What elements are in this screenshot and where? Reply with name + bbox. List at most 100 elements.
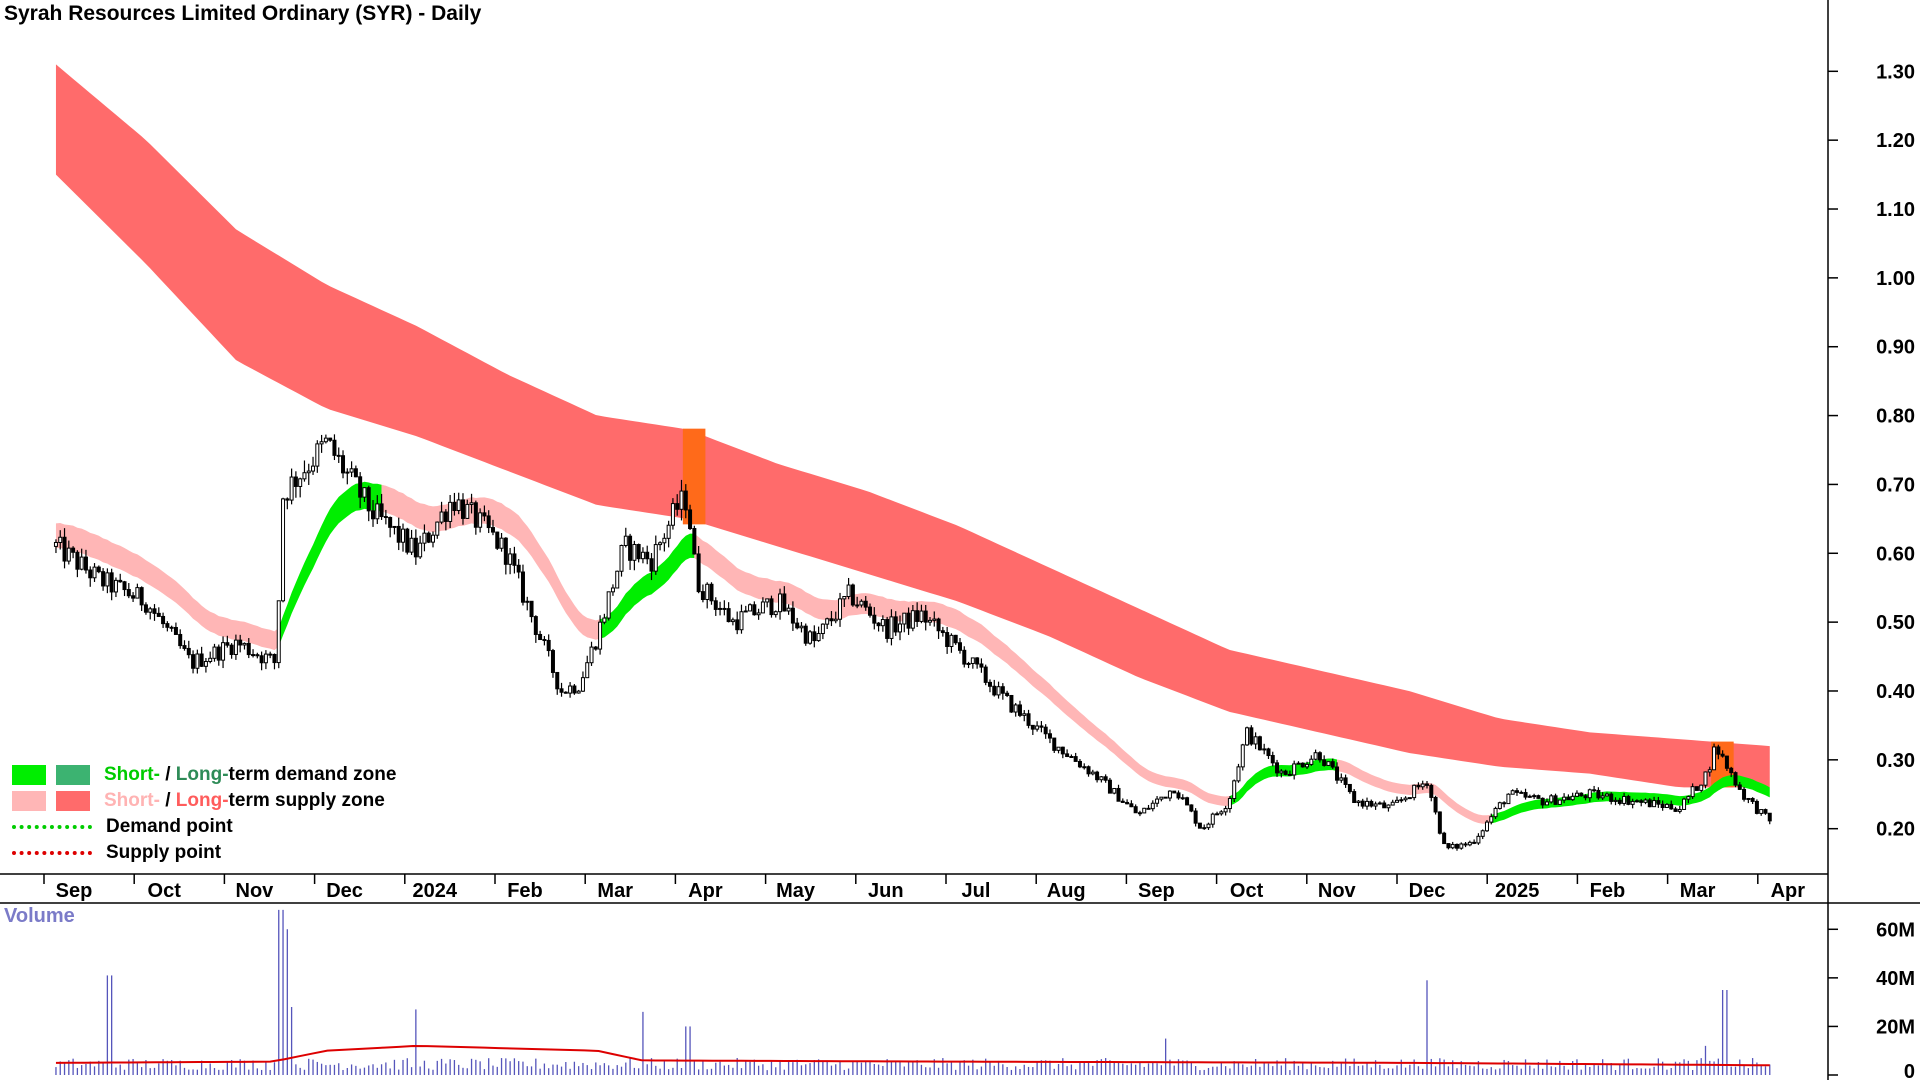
candle-body [58, 536, 63, 543]
candle [1416, 782, 1421, 790]
candle [426, 531, 431, 544]
candle-body [550, 650, 555, 673]
candle [1536, 794, 1541, 799]
candle-body [516, 564, 521, 573]
candle [486, 510, 491, 534]
candle [1347, 783, 1352, 794]
candle-body [632, 544, 637, 561]
candle-body [1039, 725, 1044, 728]
candle [169, 625, 174, 632]
candle [825, 617, 830, 630]
candle-body [1506, 793, 1511, 805]
candle [191, 650, 196, 674]
candle [615, 570, 620, 589]
candle-body [1613, 799, 1618, 802]
candle-body [559, 688, 564, 693]
candle-body [898, 623, 903, 633]
candle [945, 627, 950, 654]
candle [383, 509, 388, 525]
candle [1146, 804, 1151, 810]
time-tick-label: Jun [868, 880, 904, 902]
candle-body [850, 584, 855, 606]
candle [1369, 799, 1374, 808]
candle-body [148, 608, 153, 613]
candle [1390, 799, 1395, 806]
candle-body [1202, 827, 1207, 830]
candle [1703, 771, 1708, 789]
candle-body [1395, 799, 1400, 803]
candle [242, 642, 247, 650]
candle-body [555, 671, 560, 690]
candle-body [623, 535, 628, 546]
candle-body [71, 547, 76, 553]
candle [940, 626, 945, 637]
candle-body [126, 589, 131, 597]
candle [1592, 785, 1597, 793]
candle-body [1412, 784, 1417, 799]
candle [1283, 769, 1288, 776]
candle [182, 640, 187, 651]
volume-average-line [55, 1045, 1770, 1067]
candle [1202, 824, 1207, 830]
candle [1386, 804, 1391, 812]
candle-body [105, 572, 110, 587]
candle [401, 523, 406, 552]
candle [1643, 798, 1648, 805]
candle-body [92, 566, 97, 579]
candle [1476, 833, 1481, 845]
candle [1030, 724, 1035, 735]
candle [345, 468, 350, 485]
candle [1613, 797, 1618, 806]
candle-body [812, 631, 817, 642]
candle [975, 657, 980, 669]
volume-label: Volume [4, 905, 75, 927]
candle [1562, 793, 1567, 804]
candle-body [1339, 777, 1344, 781]
candle-body [1322, 759, 1327, 766]
candle [375, 495, 380, 525]
candle-body [1116, 787, 1121, 802]
candle [225, 635, 230, 648]
candle-body [349, 468, 354, 473]
candle [653, 535, 658, 575]
candle [1724, 755, 1729, 771]
candle-body [975, 657, 980, 665]
candle [516, 559, 521, 579]
candle-body [1527, 795, 1532, 798]
candle [435, 521, 440, 539]
candle-body [709, 583, 714, 602]
candle-body [1279, 770, 1284, 774]
candle-body [919, 610, 924, 622]
candle-body [113, 579, 118, 593]
candle-body [799, 625, 804, 629]
candle [332, 434, 337, 461]
candle-body [79, 556, 84, 570]
candle-body [259, 655, 264, 664]
candle-body [1172, 790, 1177, 794]
candle-body [1549, 795, 1554, 803]
candle-body [1219, 811, 1224, 815]
candle [910, 604, 915, 632]
candle-body [452, 501, 457, 511]
candle-body [713, 600, 718, 610]
candle [478, 508, 483, 533]
candle-body [1347, 783, 1352, 793]
candle [1707, 766, 1712, 777]
time-tick-label: Aug [1047, 880, 1086, 902]
candle-body [1416, 784, 1421, 788]
candle [962, 646, 967, 668]
candle-body [439, 511, 444, 523]
candle-body [773, 611, 778, 616]
time-tick-label: Oct [1230, 880, 1264, 902]
candle-body [233, 639, 238, 655]
candle [135, 583, 140, 599]
candle-body [285, 498, 290, 501]
candle-body [1330, 761, 1335, 768]
short-term-demand-zone-8 [1491, 774, 1770, 824]
candle-body [1326, 761, 1331, 766]
candle-body [122, 581, 127, 591]
candle [186, 640, 191, 659]
candle-body [1690, 786, 1695, 798]
candle [876, 622, 881, 632]
candle [341, 450, 346, 479]
